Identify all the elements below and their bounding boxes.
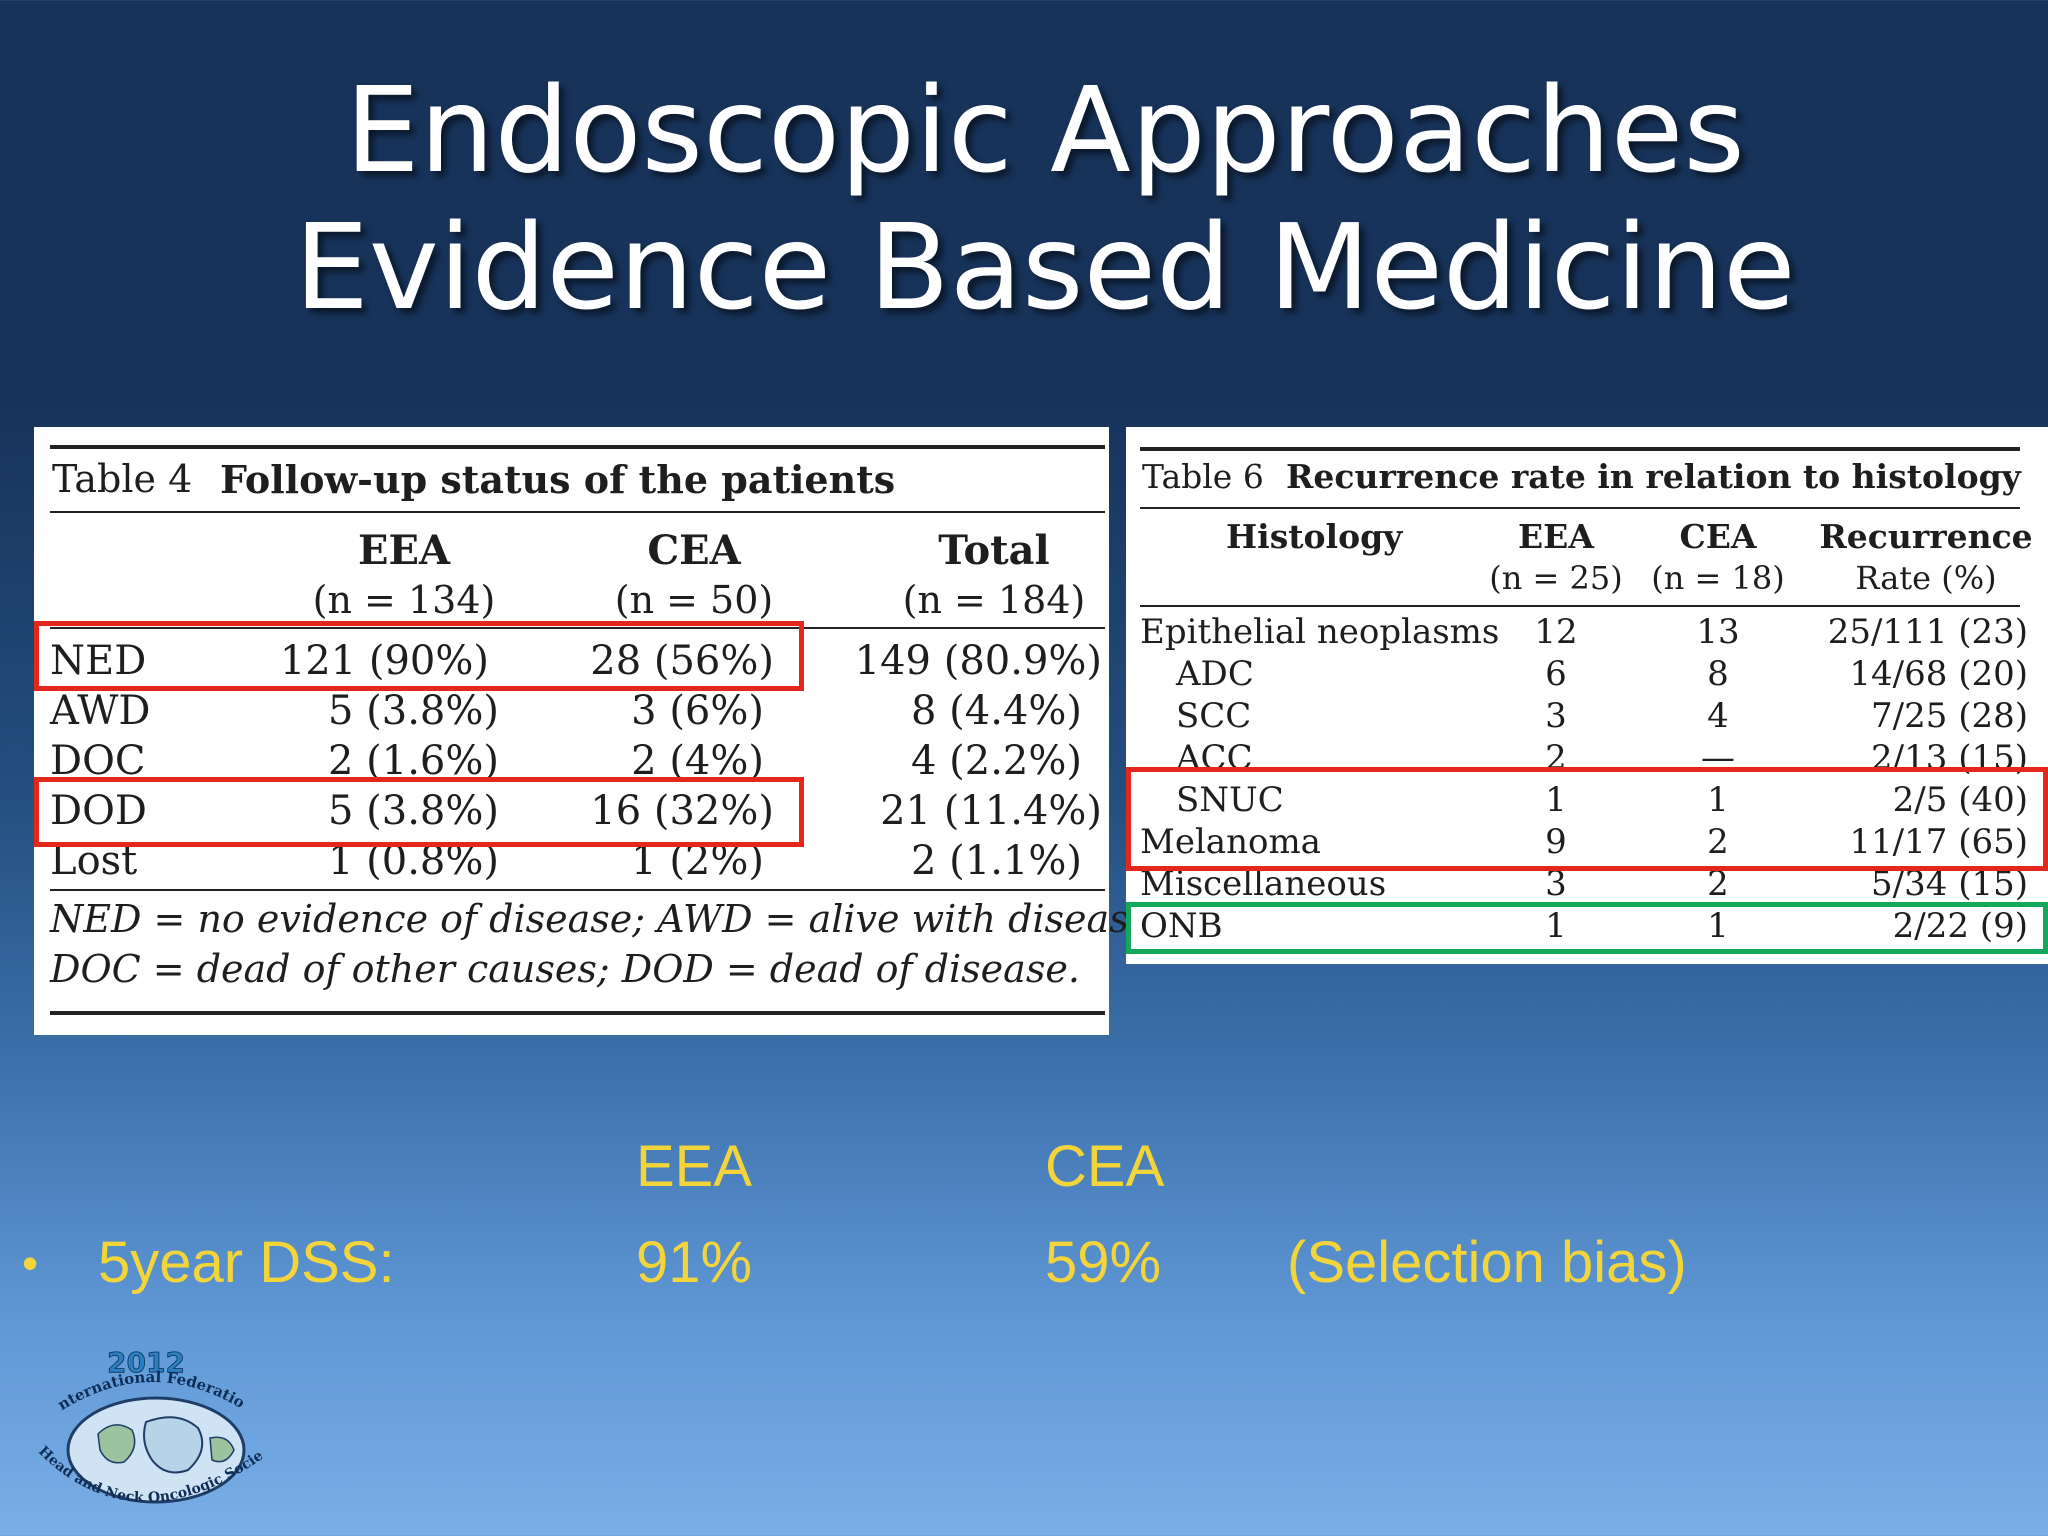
table-6-header-rate: Recurrence [1819,517,2033,556]
logo-year: 2012 [107,1346,185,1379]
table-4-header-cea-n: (n = 50) [614,578,774,622]
table-6-cell-rate: 2/5 (40) [1892,780,2028,820]
table-4-header-eea-n: (n = 134) [312,578,496,622]
table-4-cell-cea: 16 (32%) [590,788,774,834]
table-6-cell-eea: 6 [1545,654,1567,694]
header-rule [50,627,1105,629]
top-rule [1140,447,2020,451]
table-4-caption: Follow-up status of the patients [220,457,896,502]
table-6-header-eea: EEA [1518,517,1594,556]
table-4-cell-cea: 2 (4%) [631,738,764,784]
dod-highlight-box [34,777,804,847]
table-6-panel: Table 6 Recurrence rate in relation to h… [1126,427,2048,964]
table-6-header-cea-n: (n = 18) [1651,559,1785,597]
table-4-row-label: DOD [50,788,147,834]
table-6-caption-number: Table 6 [1142,457,1264,496]
table-4-caption-number: Table 4 [52,457,193,501]
onb-highlight-box [1126,902,2048,954]
table-4-cell-total: 21 (11.4%) [880,788,1102,834]
slide-title-line-2: Evidence Based Medicine [294,198,1796,336]
table-4-panel: Table 4 Follow-up status of the patients… [34,427,1164,1035]
table-4-cell-eea: 121 (90%) [279,638,489,684]
slide-title: Endoscopic Approaches Evidence Based Med… [0,62,2048,336]
slide-title-line-1: Endoscopic Approaches [345,61,1745,199]
table-4-cell-eea: 5 (3.8%) [328,688,499,734]
ifhnos-logo: 2012 International Federation of Head an… [23,1324,278,1528]
bullet-icon: • [22,1237,39,1289]
table-6-row-label: ONB [1140,906,1223,946]
summary-eea-value: 91% [636,1230,753,1295]
table-6-cell-rate: 25/111 (23) [1827,612,2028,652]
top-rule [50,445,1105,449]
table-6-cell-cea: 13 [1696,612,1740,652]
table-6-header-histology: Histology [1226,517,1403,556]
table-6-cell-rate: 14/68 (20) [1849,654,2028,694]
table-6-cell-eea: 12 [1534,612,1578,652]
table-4-cell-total: 4 (2.2%) [911,738,1082,784]
table-4-row-label: AWD [50,688,151,734]
summary-note: (Selection bias) [1287,1230,1687,1295]
table-6-cell-eea: 1 [1545,780,1567,820]
table-6-header-rate-unit: Rate (%) [1855,559,1997,597]
table-6-cell-cea: 8 [1707,654,1729,694]
globe-icon: 2012 International Federation of Head an… [23,1324,267,1506]
summary-cea-value: 59% [1045,1230,1162,1295]
table-4-header-total: Total [938,527,1050,574]
table-6-header-cea: CEA [1679,517,1757,556]
header-rule [1140,605,2020,607]
summary-header-cea: CEA [1045,1134,1165,1199]
table-6-cell-cea: 1 [1707,780,1729,820]
body-rule [50,889,1105,891]
table-4-row-label: DOC [50,738,146,784]
table-6-cell-cea: 1 [1707,906,1729,946]
table-6-row-label: SCC [1176,696,1252,736]
caption-rule [50,511,1105,513]
table-4-cell-cea: 28 (56%) [590,638,774,684]
table-4-cell-eea: 2 (1.6%) [328,738,499,784]
table-4-header-cea: CEA [647,527,741,574]
table-6-cell-eea: 9 [1545,822,1567,862]
ned-highlight-box [34,621,804,691]
table-4-header-eea: EEA [357,527,450,574]
table-4-cell-total: 149 (80.9%) [854,638,1102,684]
table-6-cell-eea: 3 [1545,864,1567,904]
table-4-cell-cea: 3 (6%) [631,688,764,734]
table-4-cell-total: 8 (4.4%) [911,688,1082,734]
table-6-caption: Recurrence rate in relation to histology [1286,457,2021,496]
table-4-row-label: NED [50,638,147,684]
table-6-cell-cea: 4 [1707,696,1729,736]
caption-rule [1140,507,2020,509]
table-6-cell-rate: 7/25 (28) [1871,696,2028,736]
table-4-footnote-line-1: NED = no evidence of disease; AWD = aliv… [50,897,1164,941]
summary-metric-label: 5year DSS: [98,1230,395,1295]
table-6-cell-rate: 11/17 (65) [1849,822,2028,862]
table-4-header-total-n: (n = 184) [902,578,1086,622]
table-6-cell-cea: 2 [1707,822,1729,862]
table-6-cell-eea: 1 [1545,906,1567,946]
table-6-header-eea-n: (n = 25) [1489,559,1623,597]
table-6-cell-eea: 3 [1545,696,1567,736]
summary-header-eea: EEA [636,1134,753,1199]
snuc-melanoma-highlight-box [1126,767,2048,871]
table-4-cell-total: 2 (1.1%) [911,838,1082,884]
table-6-row-label: Melanoma [1140,822,1321,862]
table-4-cell-eea: 5 (3.8%) [328,788,499,834]
table-6-cell-cea: 2 [1707,864,1729,904]
bottom-rule [50,1011,1105,1015]
table-4-footnote-line-2: DOC = dead of other causes; DOD = dead o… [50,947,1080,991]
table-6-row-label: ADC [1176,654,1254,694]
table-6-cell-rate: 2/22 (9) [1892,906,2028,946]
table-6-row-label: Epithelial neoplasms [1140,612,1500,652]
table-6-row-label: SNUC [1176,780,1284,820]
